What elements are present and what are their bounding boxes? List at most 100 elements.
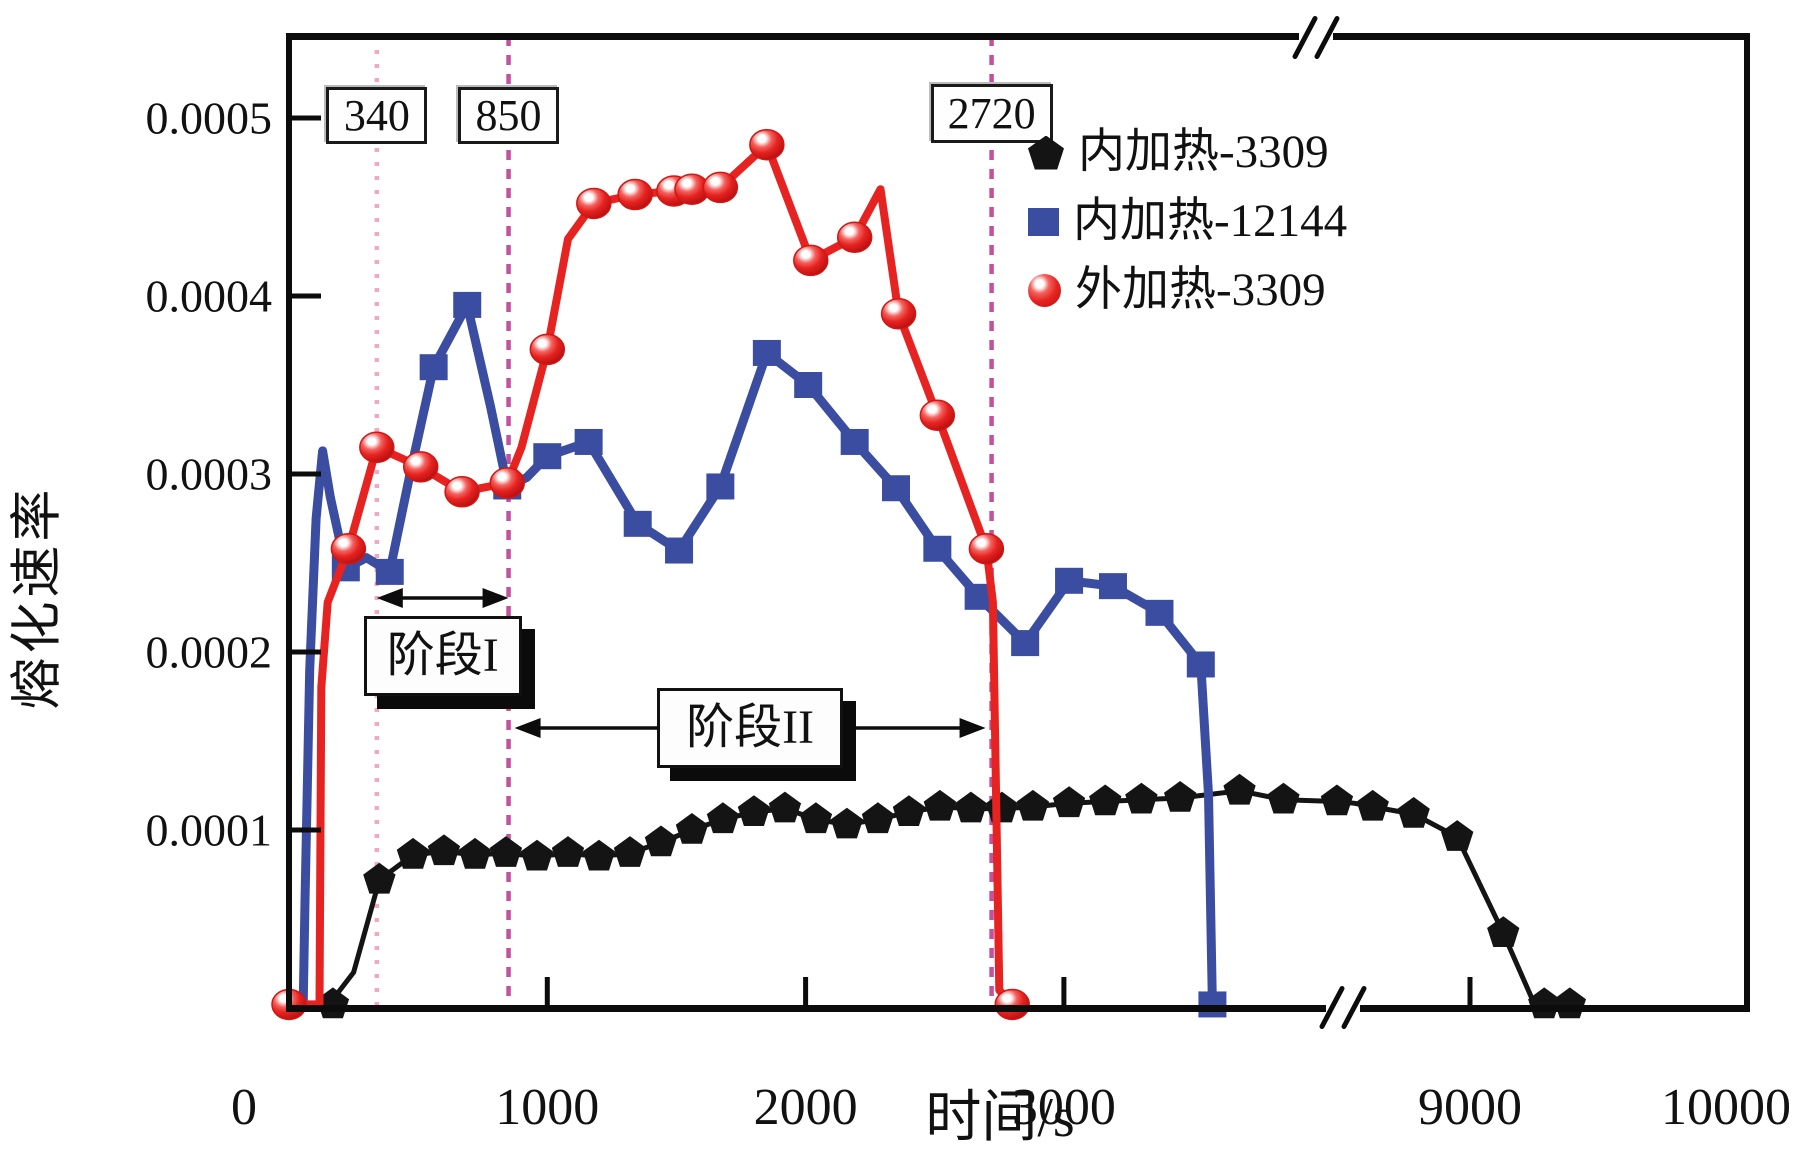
y-tick-label-0.0003: 0.0003 — [145, 448, 273, 500]
y-tick-label-0.0002: 0.0002 — [145, 626, 273, 678]
pentagon-marker — [582, 839, 616, 871]
pentagon-marker — [923, 789, 957, 821]
pentagon-marker — [396, 837, 430, 869]
pentagon-marker — [1089, 784, 1122, 816]
square-marker — [752, 339, 781, 366]
pentagon-marker — [799, 802, 833, 834]
circle-marker — [444, 476, 480, 508]
y-axis-title: 熔化速率 — [9, 485, 67, 710]
legend: 内加热-3309 内加热-12144 外加热-3309 — [1028, 118, 1347, 325]
square-marker — [533, 443, 562, 470]
right-spine — [1744, 33, 1750, 1012]
square-marker — [1186, 651, 1215, 678]
pentagon-marker — [644, 825, 678, 857]
circle-marker — [576, 187, 612, 220]
pentagon-marker — [706, 802, 740, 834]
square-marker — [375, 558, 404, 585]
circle-marker — [968, 533, 1005, 565]
stage1-label-box: 阶段I — [363, 616, 522, 696]
arrowhead-left — [514, 718, 541, 738]
x-tick-label-9000: 9000 — [1418, 1079, 1522, 1136]
circle-marker — [402, 451, 439, 483]
square-marker — [794, 372, 823, 398]
circle-marker-icon — [1028, 274, 1061, 307]
circle-marker — [994, 988, 1030, 1021]
axis-break-slash — [1292, 16, 1318, 59]
pentagon-marker — [675, 813, 709, 844]
y-tick-label-0.0005: 0.0005 — [145, 92, 273, 144]
square-marker — [419, 354, 448, 381]
square-marker — [1055, 567, 1084, 594]
square-marker — [623, 510, 652, 537]
circle-marker — [880, 298, 917, 330]
stage2-label-box: 阶段II — [657, 688, 844, 768]
bottom-spine — [286, 1005, 1750, 1012]
square-marker — [574, 428, 603, 455]
x-tickmark — [1467, 977, 1473, 1005]
y-tickmark — [291, 293, 321, 299]
square-marker — [453, 291, 482, 318]
pentagon-marker — [551, 836, 585, 867]
axis-break-slash — [1314, 16, 1340, 59]
square-marker-icon — [1028, 207, 1059, 236]
arrowhead-right — [482, 588, 509, 608]
x-tickmark — [544, 977, 550, 1005]
axes-frame — [286, 16, 1750, 1029]
pentagon-marker — [892, 795, 926, 826]
pentagon-marker-icon — [1028, 135, 1064, 170]
legend-label: 外加热-3309 — [1075, 264, 1326, 316]
left-spine — [286, 33, 292, 1012]
pentagon-marker — [427, 834, 461, 866]
square-marker — [882, 475, 911, 502]
pentagon-marker — [830, 807, 864, 839]
vline-label-340: 340 — [326, 87, 428, 144]
pentagon-marker — [613, 836, 647, 867]
vline-label-2720: 2720 — [930, 84, 1053, 143]
pentagon-marker — [737, 795, 771, 826]
circle-marker — [617, 178, 653, 211]
legend-item-waijiare-3309: 外加热-3309 — [1028, 256, 1347, 325]
pentagon-marker — [954, 791, 988, 823]
pentagon-marker — [1553, 987, 1586, 1019]
square-marker — [1198, 991, 1227, 1018]
x-tickmark — [1061, 977, 1067, 1005]
pentagon-marker — [458, 837, 492, 869]
y-tick-label-0.0001: 0.0001 — [145, 804, 273, 856]
stage-arrows — [376, 588, 986, 738]
x-tick-label-10000: 10000 — [1661, 1079, 1791, 1136]
legend-item-neijiare-3309: 内加热-3309 — [1028, 118, 1347, 187]
square-marker — [1011, 630, 1040, 657]
x-tick-label-2000: 2000 — [753, 1079, 858, 1136]
pentagon-marker — [1125, 782, 1158, 814]
y-tickmark — [291, 115, 321, 121]
pentagon-marker — [1487, 916, 1520, 947]
square-marker — [706, 473, 735, 500]
arrowhead-left — [376, 588, 403, 608]
legend-label: 内加热-12144 — [1073, 195, 1348, 247]
pentagon-marker — [1052, 786, 1086, 818]
circle-marker — [919, 399, 956, 432]
top-spine — [286, 33, 1750, 40]
circle-marker — [702, 171, 739, 204]
y-tickmark — [291, 827, 321, 833]
pentagon-marker — [1223, 773, 1256, 805]
pentagon-marker — [1397, 797, 1430, 828]
pentagon-marker — [1267, 782, 1300, 814]
pentagon-marker — [1356, 789, 1389, 821]
circle-marker — [836, 221, 873, 254]
circle-marker — [489, 467, 526, 499]
square-marker — [840, 428, 869, 455]
square-marker — [665, 537, 694, 564]
x-axis-title: 时间/s — [925, 1087, 1075, 1149]
square-marker — [1098, 573, 1127, 600]
circle-marker — [330, 533, 367, 565]
legend-item-neijiare-12144: 内加热-12144 — [1028, 187, 1347, 256]
y-tickmark — [291, 471, 321, 477]
series-curves — [271, 128, 1586, 1021]
series-line — [326, 788, 1573, 1007]
pentagon-marker — [1441, 820, 1474, 851]
x-tick-label-1000: 1000 — [495, 1079, 600, 1136]
series-内加热-3309 — [316, 773, 1586, 1019]
circle-marker — [529, 333, 566, 366]
